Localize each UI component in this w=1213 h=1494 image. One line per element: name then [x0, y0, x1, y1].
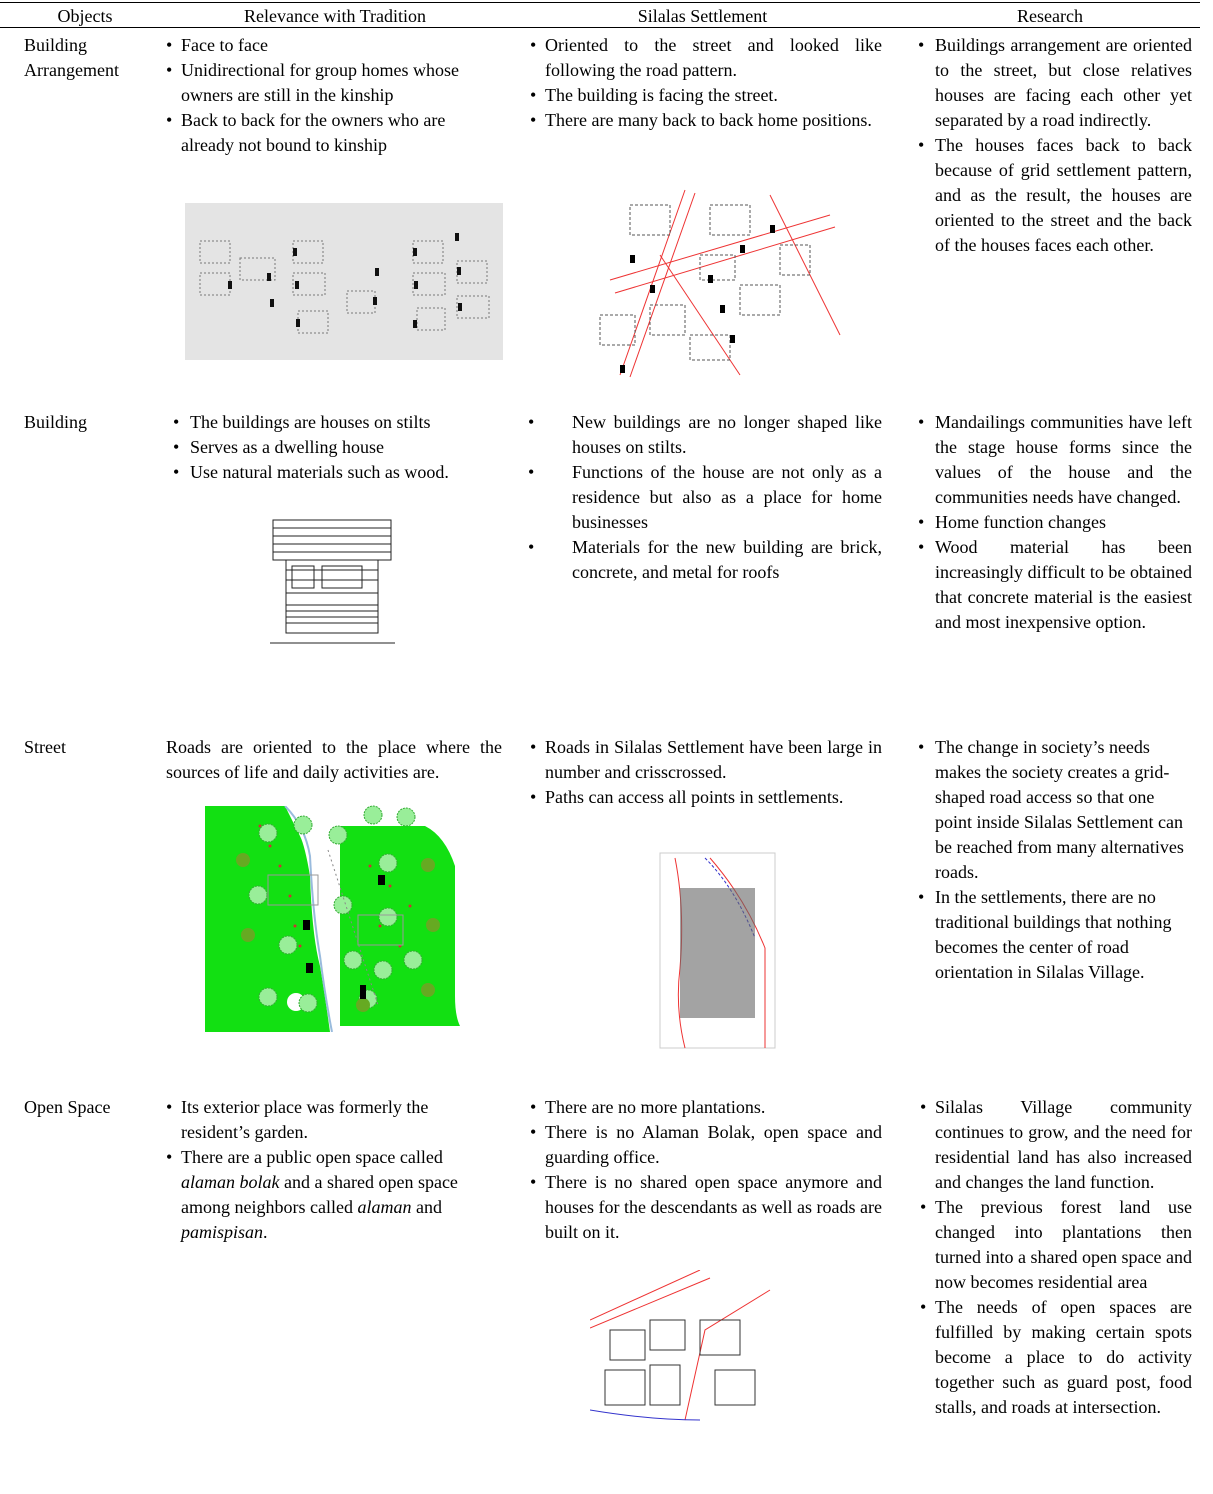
bullet-list: Its exterior place was formerly the resi…	[166, 1095, 486, 1245]
bullet-list: Face to faceUnidirectional for group hom…	[166, 33, 484, 158]
cell: Buildings arrangement are oriented to th…	[918, 33, 1192, 258]
header-cell: Objects	[57, 6, 113, 26]
figure	[236, 805, 440, 1013]
cell: Mandailings communities have left the st…	[918, 410, 1192, 635]
rule	[0, 2, 1200, 3]
object-cell: Street	[24, 737, 66, 757]
figure	[590, 1270, 771, 1421]
bullet-item: The previous forest land use changed int…	[920, 1195, 1192, 1295]
bullet-item: Use natural materials such as wood.	[173, 460, 503, 485]
bullet-item: In the settlements, there are no traditi…	[918, 885, 1188, 985]
bullet-item: There is no Alaman Bolak, open space and…	[530, 1120, 882, 1170]
bullet-item: Home function changes	[918, 510, 1192, 535]
bullet-item: Unidirectional for group homes whose own…	[166, 58, 484, 108]
object-cell: Building	[24, 412, 88, 432]
rule	[0, 27, 1200, 28]
bullet-item: There are no more plantations.	[530, 1095, 882, 1120]
italic-term: pamispisan	[181, 1222, 264, 1242]
text-run: and a shared open space among neighbors …	[181, 1172, 458, 1217]
bullet-item: The houses faces back to back because of…	[918, 133, 1192, 258]
cell: The change in society’s needs makes the …	[918, 735, 1188, 985]
object-cell: Open Space	[24, 1097, 111, 1117]
bullet-item: The buildings are houses on stilts	[173, 410, 503, 435]
cell: Roads are oriented to the place where th…	[166, 735, 502, 785]
bullet-list: There are no more plantations.There is n…	[530, 1095, 882, 1245]
figure	[599, 189, 841, 378]
bullet-item: New buildings are no longer shaped like …	[528, 410, 882, 460]
cell: Face to faceUnidirectional for group hom…	[166, 33, 484, 158]
bullet-item: Face to face	[166, 33, 484, 58]
cell: Oriented to the street and looked like f…	[530, 33, 882, 133]
bullet-item: Wood material has been increasingly diff…	[918, 535, 1192, 635]
header-cell: Research	[1017, 6, 1083, 26]
bullet-item: Paths can access all points in settlemen…	[530, 785, 882, 810]
bullet-list: Buildings arrangement are oriented to th…	[918, 33, 1192, 258]
italic-term: alaman	[357, 1197, 412, 1217]
figure	[185, 203, 503, 360]
bullet-list: Silalas Village community continues to g…	[920, 1095, 1192, 1420]
bullet-item: The building is facing the street.	[530, 83, 882, 108]
bullet-item: There are a public open space called ala…	[166, 1145, 486, 1245]
text-run: and	[411, 1197, 442, 1217]
bullet-list: The buildings are houses on stiltsServes…	[173, 410, 503, 485]
bullet-list: The change in society’s needs makes the …	[918, 735, 1188, 985]
figure	[270, 519, 395, 644]
bullet-item: There are many back to back home positio…	[530, 108, 882, 133]
cell: New buildings are no longer shaped like …	[528, 410, 882, 585]
text-run: There are a public open space called	[181, 1147, 443, 1167]
header-cell: Relevance with Tradition	[244, 6, 426, 26]
bullet-item: Roads in Silalas Settlement have been la…	[530, 735, 882, 785]
bullet-list: Mandailings communities have left the st…	[918, 410, 1192, 635]
italic-term: alaman bolak	[181, 1172, 280, 1192]
bullet-list: Roads in Silalas Settlement have been la…	[530, 735, 882, 810]
cell: Its exterior place was formerly the resi…	[166, 1095, 486, 1245]
header-cell: Silalas Settlement	[637, 6, 768, 26]
bullet-item: Back to back for the owners who are alre…	[166, 108, 484, 158]
bullet-item: Its exterior place was formerly the resi…	[166, 1095, 486, 1145]
cell: The buildings are houses on stiltsServes…	[173, 410, 503, 485]
cell: Roads in Silalas Settlement have been la…	[530, 735, 882, 810]
bullet-item: Oriented to the street and looked like f…	[530, 33, 882, 83]
bullet-item: Functions of the house are not only as a…	[528, 460, 882, 535]
bullet-item: The needs of open spaces are fulfilled b…	[920, 1295, 1192, 1420]
bullet-item: The change in society’s needs makes the …	[918, 735, 1188, 885]
bullet-item: Materials for the new building are brick…	[528, 535, 882, 585]
figure	[659, 852, 776, 1049]
bullet-list: Oriented to the street and looked like f…	[530, 33, 882, 133]
bullet-item: Serves as a dwelling house	[173, 435, 503, 460]
cell: There are no more plantations.There is n…	[530, 1095, 882, 1245]
cell: Silalas Village community continues to g…	[920, 1095, 1192, 1420]
object-cell: Building Arrangement	[24, 35, 119, 80]
bullet-item: Silalas Village community continues to g…	[920, 1095, 1192, 1195]
bullet-item: There is no shared open space anymore an…	[530, 1170, 882, 1245]
paragraph: Roads are oriented to the place where th…	[166, 737, 502, 782]
text-run: .	[263, 1222, 268, 1242]
bullet-item: Buildings arrangement are oriented to th…	[918, 33, 1192, 133]
bullet-list: New buildings are no longer shaped like …	[528, 410, 882, 585]
bullet-item: Mandailings communities have left the st…	[918, 410, 1192, 510]
